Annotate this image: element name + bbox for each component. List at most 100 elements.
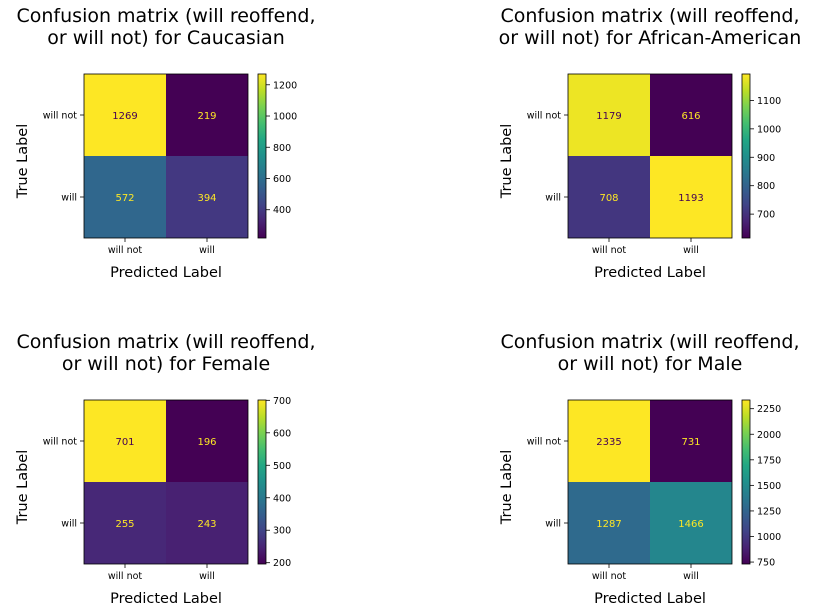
- colorbar: [257, 399, 267, 565]
- matrix-frame: [83, 399, 249, 565]
- cell-value-label: 1466: [678, 519, 703, 530]
- colorbar-tick-label: 2000: [757, 430, 781, 441]
- chart-title-line: or will not) for Male: [558, 353, 743, 375]
- cell-value-label: 731: [681, 437, 700, 448]
- colorbar-tick-label: 700: [757, 210, 775, 221]
- matrix-cell: [166, 74, 248, 156]
- cell-value-label: 1179: [596, 111, 621, 122]
- cell-value-label: 243: [197, 519, 216, 530]
- cell-value-label: 701: [115, 437, 134, 448]
- confusion-matrix-panel: Confusion matrix (will reoffend,or will …: [499, 331, 799, 607]
- cell-value-label: 1193: [678, 193, 703, 204]
- colorbar: [741, 73, 751, 239]
- cell-value-label: 394: [197, 193, 216, 204]
- colorbar-tick-label: 900: [757, 153, 775, 164]
- x-axis-label: Predicted Label: [110, 265, 222, 281]
- x-axis-label: Predicted Label: [594, 265, 706, 281]
- colorbar-tick-label: 1100: [757, 96, 781, 107]
- colorbar-tick-label: 1750: [757, 455, 781, 466]
- matrix-cell: [650, 74, 732, 156]
- colorbar-tick-label: 300: [273, 526, 291, 537]
- matrix-cell: [568, 400, 650, 482]
- confusion-matrix-panel: Confusion matrix (will reoffend,or will …: [15, 331, 315, 607]
- y-axis-label: True Label: [15, 450, 31, 526]
- colorbar-tick-label: 400: [273, 493, 291, 504]
- chart-title-line: or will not) for African-American: [499, 27, 802, 49]
- x-tick-label: will: [199, 245, 215, 256]
- y-tick-label: will: [545, 193, 561, 204]
- colorbar-tick-label: 1000: [757, 532, 781, 543]
- colorbar-tick-label: 1000: [757, 124, 781, 135]
- y-tick-label: will not: [527, 111, 562, 122]
- matrix-cell: [650, 482, 732, 564]
- cell-value-label: 1269: [112, 111, 137, 122]
- x-axis-label: Predicted Label: [110, 591, 222, 607]
- y-tick-label: will not: [527, 437, 562, 448]
- matrix-cell: [568, 156, 650, 238]
- matrix-cell: [568, 74, 650, 156]
- y-tick-label: will not: [43, 111, 78, 122]
- matrix-cell: [166, 482, 248, 564]
- y-axis-label: True Label: [499, 124, 515, 200]
- colorbar-tick-label: 400: [273, 205, 291, 216]
- matrix-cell: [650, 400, 732, 482]
- x-tick-label: will: [199, 571, 215, 582]
- chart-title-line: Confusion matrix (will reoffend,: [17, 331, 316, 353]
- x-axis-label: Predicted Label: [594, 591, 706, 607]
- cell-value-label: 1287: [596, 519, 621, 530]
- colorbar-tick-label: 700: [273, 396, 291, 407]
- y-tick-label: will: [61, 193, 77, 204]
- colorbar-tick-label: 500: [273, 461, 291, 472]
- chart-title-line: or will not) for Female: [62, 353, 270, 375]
- cell-value-label: 255: [115, 519, 134, 530]
- y-axis-label: True Label: [499, 450, 515, 526]
- y-tick-label: will not: [43, 437, 78, 448]
- colorbar-tick-label: 750: [757, 558, 775, 569]
- colorbar: [257, 73, 267, 239]
- x-tick-label: will not: [592, 571, 627, 582]
- chart-title-line: Confusion matrix (will reoffend,: [501, 5, 800, 27]
- confusion-matrix-panel: Confusion matrix (will reoffend,or will …: [499, 5, 802, 281]
- colorbar-tick-label: 1500: [757, 481, 781, 492]
- colorbar-tick-label: 800: [757, 181, 775, 192]
- cell-value-label: 708: [599, 193, 618, 204]
- matrix-cell: [166, 156, 248, 238]
- cell-value-label: 219: [197, 111, 216, 122]
- confusion-matrix-panel: Confusion matrix (will reoffend,or will …: [15, 5, 315, 281]
- chart-title-line: Confusion matrix (will reoffend,: [501, 331, 800, 353]
- colorbar-tick-label: 600: [273, 428, 291, 439]
- matrix-frame: [567, 399, 733, 565]
- matrix-cell: [84, 482, 166, 564]
- cell-value-label: 616: [681, 111, 700, 122]
- matrix-cell: [568, 482, 650, 564]
- matrix-cell: [650, 156, 732, 238]
- cell-value-label: 196: [197, 437, 216, 448]
- matrix-frame: [567, 73, 733, 239]
- colorbar-tick-label: 200: [273, 558, 291, 569]
- matrix-frame: [83, 73, 249, 239]
- matrix-cell: [84, 156, 166, 238]
- y-tick-label: will: [545, 519, 561, 530]
- cell-value-label: 572: [115, 193, 134, 204]
- colorbar: [741, 399, 751, 565]
- matrix-cell: [84, 400, 166, 482]
- colorbar-tick-label: 1250: [757, 506, 781, 517]
- chart-title-line: Confusion matrix (will reoffend,: [17, 5, 316, 27]
- cell-value-label: 2335: [596, 437, 621, 448]
- colorbar-tick-label: 1200: [273, 80, 297, 91]
- colorbar-tick-label: 1000: [273, 112, 297, 123]
- matrix-cell: [166, 400, 248, 482]
- colorbar-tick-label: 800: [273, 143, 291, 154]
- x-tick-label: will: [683, 245, 699, 256]
- y-tick-label: will: [61, 519, 77, 530]
- x-tick-label: will: [683, 571, 699, 582]
- x-tick-label: will not: [108, 245, 143, 256]
- chart-title-line: or will not) for Caucasian: [47, 27, 285, 49]
- colorbar-tick-label: 600: [273, 174, 291, 185]
- colorbar-tick-label: 2250: [757, 404, 781, 415]
- matrix-cell: [84, 74, 166, 156]
- x-tick-label: will not: [592, 245, 627, 256]
- x-tick-label: will not: [108, 571, 143, 582]
- y-axis-label: True Label: [15, 124, 31, 200]
